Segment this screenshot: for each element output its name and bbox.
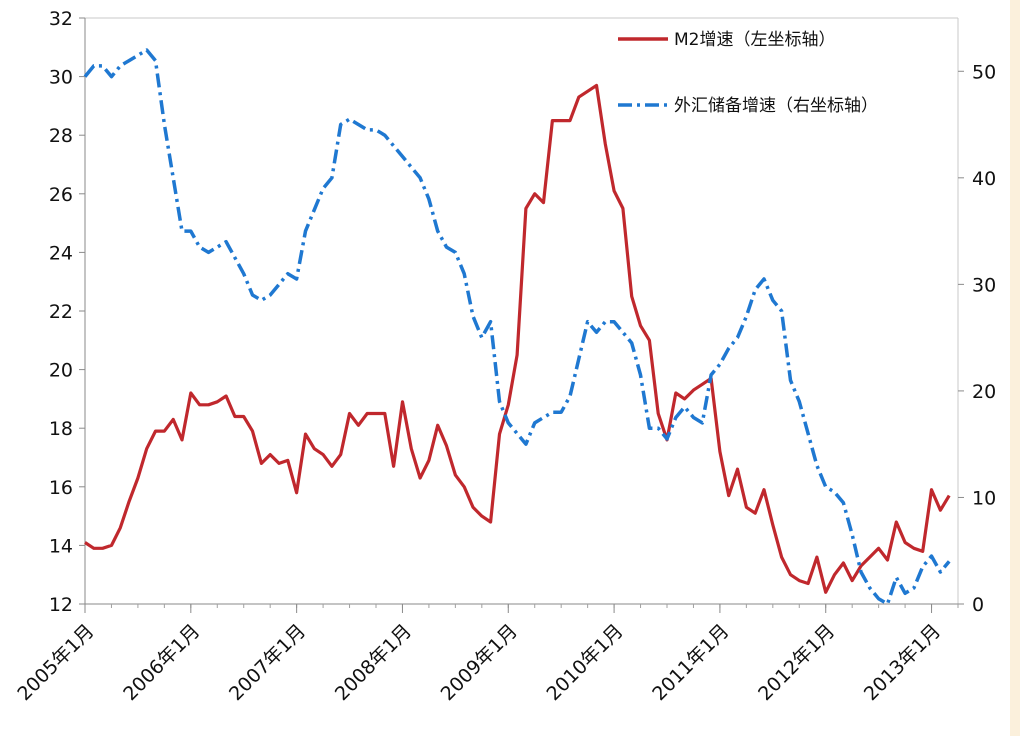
left-axis-tick-label: 30 [49, 67, 73, 89]
left-axis-tick-label: 28 [49, 125, 73, 147]
right-axis-tick-label: 30 [972, 274, 996, 296]
right-axis-tick-label: 40 [972, 168, 996, 190]
left-axis-tick-label: 24 [49, 242, 73, 264]
left-axis-tick-label: 18 [49, 418, 73, 440]
x-axis-tick-label: 2011年1月 [648, 620, 733, 705]
left-axis-tick-label: 32 [49, 8, 73, 30]
x-axis-tick-label: 2012年1月 [754, 620, 839, 705]
left-axis-tick-label: 22 [49, 301, 73, 323]
series-layer [83, 48, 951, 606]
x-axis-tick-label: 2010年1月 [542, 620, 627, 705]
series-line-m2 [84, 83, 951, 594]
left-axis-tick-label: 26 [49, 184, 73, 206]
x-axis-tick-label: 2008年1月 [331, 620, 416, 705]
series-line-fx-reserves [83, 48, 951, 606]
x-axis-tick-label: 2009年1月 [437, 620, 522, 705]
right-axis-tick-label: 50 [972, 61, 996, 83]
right-axis-tick-label: 10 [972, 487, 996, 509]
x-axis-tick-label: 2005年1月 [13, 620, 98, 705]
left-axis-tick-label: 12 [49, 594, 73, 616]
legend-label-fx: 外汇储备增速（右坐标轴） [674, 96, 878, 116]
x-axis-tick-label: 2007年1月 [225, 620, 310, 705]
x-axis-tick-label: 2006年1月 [119, 620, 204, 705]
left-axis-tick-label: 16 [49, 477, 73, 499]
legend: M2增速（左坐标轴） 外汇储备增速（右坐标轴） [618, 30, 878, 116]
x-axis-tick-label: 2013年1月 [860, 620, 945, 705]
right-axis-tick-label: 0 [972, 594, 984, 616]
right-axis-tick-label: 20 [972, 381, 996, 403]
left-axis-tick-label: 14 [49, 535, 73, 557]
left-axis-tick-label: 20 [49, 360, 73, 382]
legend-label-m2: M2增速（左坐标轴） [674, 30, 835, 50]
